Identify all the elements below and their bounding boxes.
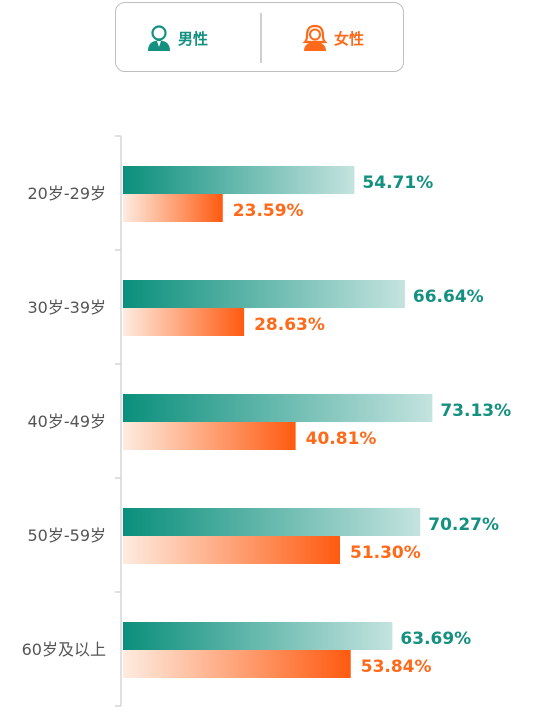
data-label-male: 70.27%	[428, 515, 499, 535]
legend-divider	[260, 13, 262, 63]
data-label-female: 28.63%	[254, 315, 325, 335]
bar-male[interactable]	[123, 280, 405, 308]
axis-layer: 20岁-29岁 30岁-39岁 40岁-49岁 50岁-59岁 60岁及以上	[22, 135, 122, 707]
legend: 男性 女性	[115, 2, 404, 72]
legend-label-male: 男性	[178, 29, 209, 48]
bar-female[interactable]	[123, 194, 223, 222]
data-label-female: 40.81%	[306, 429, 377, 449]
category-label: 50岁-59岁	[28, 526, 107, 545]
legend-item-male[interactable]: 男性	[146, 23, 208, 53]
bar-male[interactable]	[123, 166, 355, 194]
bar-male[interactable]	[123, 508, 421, 536]
data-label-female: 53.84%	[361, 657, 432, 677]
bar-male[interactable]	[123, 622, 393, 650]
category-label: 20岁-29岁	[28, 184, 107, 203]
data-label-male: 73.13%	[440, 401, 511, 421]
data-label-female: 23.59%	[233, 201, 304, 221]
category-label: 60岁及以上	[22, 640, 106, 659]
legend-item-female[interactable]: 女性	[302, 23, 364, 53]
bar-female[interactable]	[123, 308, 245, 336]
data-label-male: 54.71%	[362, 173, 433, 193]
legend-label-female: 女性	[334, 29, 365, 48]
bars-layer: 54.71% 23.59% 66.64% 28.63% 73.13% 40.81% 70.2…	[123, 166, 511, 678]
female-avatar-icon	[302, 24, 328, 51]
male-avatar-icon	[148, 25, 170, 51]
bar-female[interactable]	[123, 536, 340, 564]
bar-female[interactable]	[123, 422, 296, 450]
category-label: 30岁-39岁	[28, 298, 107, 317]
data-label-female: 51.30%	[350, 543, 421, 563]
bar-male[interactable]	[123, 394, 433, 422]
data-label-male: 63.69%	[400, 629, 471, 649]
category-label: 40岁-49岁	[28, 412, 107, 431]
bar-female[interactable]	[123, 650, 351, 678]
data-label-male: 66.64%	[413, 287, 484, 307]
